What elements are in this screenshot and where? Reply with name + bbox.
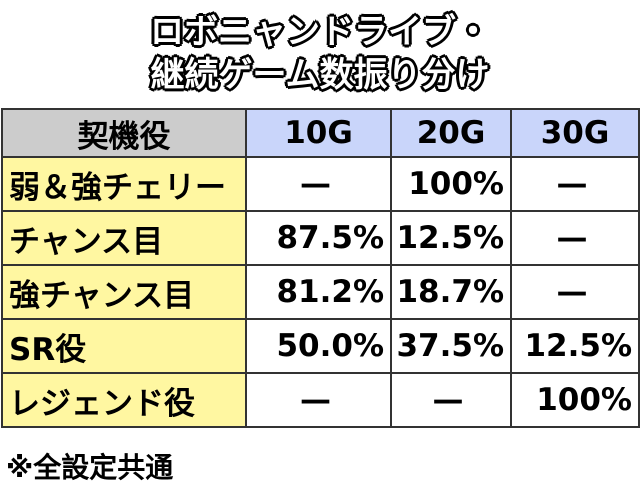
column-header: 契機役 (1, 108, 247, 158)
cell: — (510, 264, 640, 320)
cell: — (245, 156, 392, 212)
title-line: ロボニャンドライブ・ (150, 12, 490, 52)
table-row: 強チャンス目 81.2% 18.7% — (1, 264, 640, 320)
cell: 37.5% (390, 318, 512, 374)
header-row: 契機役 10G 20G 30G (1, 108, 640, 158)
cell: 18.7% (390, 264, 512, 320)
row-label: 強チャンス目 (1, 264, 247, 320)
cell: 12.5% (510, 318, 640, 374)
row-label: チャンス目 (1, 210, 247, 266)
cell: 50.0% (245, 318, 392, 374)
row-label: レジェンド役 (1, 372, 247, 428)
row-label: SR役 (1, 318, 247, 374)
column-header: 30G (510, 108, 640, 158)
cell: 12.5% (390, 210, 512, 266)
cell: — (245, 372, 392, 428)
table: 契機役 10G 20G 30G 弱＆強チェリー —100% — チャンス目 87.5% 12.5%… (1, 108, 640, 428)
table-row: レジェンド役 — —100% (1, 372, 640, 428)
title-line: 継続ゲーム数振り分け (150, 55, 490, 95)
cell: 87.5% (245, 210, 392, 266)
column-header: 10G (245, 108, 392, 158)
table-row: SR役 50.0% 37.5% 12.5% (1, 318, 640, 374)
footer-note: ※全設定共通 (6, 451, 174, 484)
cell: 100% (390, 156, 512, 212)
row-label: 弱＆強チェリー (1, 156, 247, 212)
cell: — (510, 210, 640, 266)
column-header: 20G (390, 108, 512, 158)
cell: 100% (510, 372, 640, 428)
cell: 81.2% (245, 264, 392, 320)
table-row: 弱＆強チェリー —100% — (1, 156, 640, 212)
cell: — (510, 156, 640, 212)
table-row: チャンス目 87.5% 12.5% — (1, 210, 640, 266)
cell: — (390, 372, 512, 428)
